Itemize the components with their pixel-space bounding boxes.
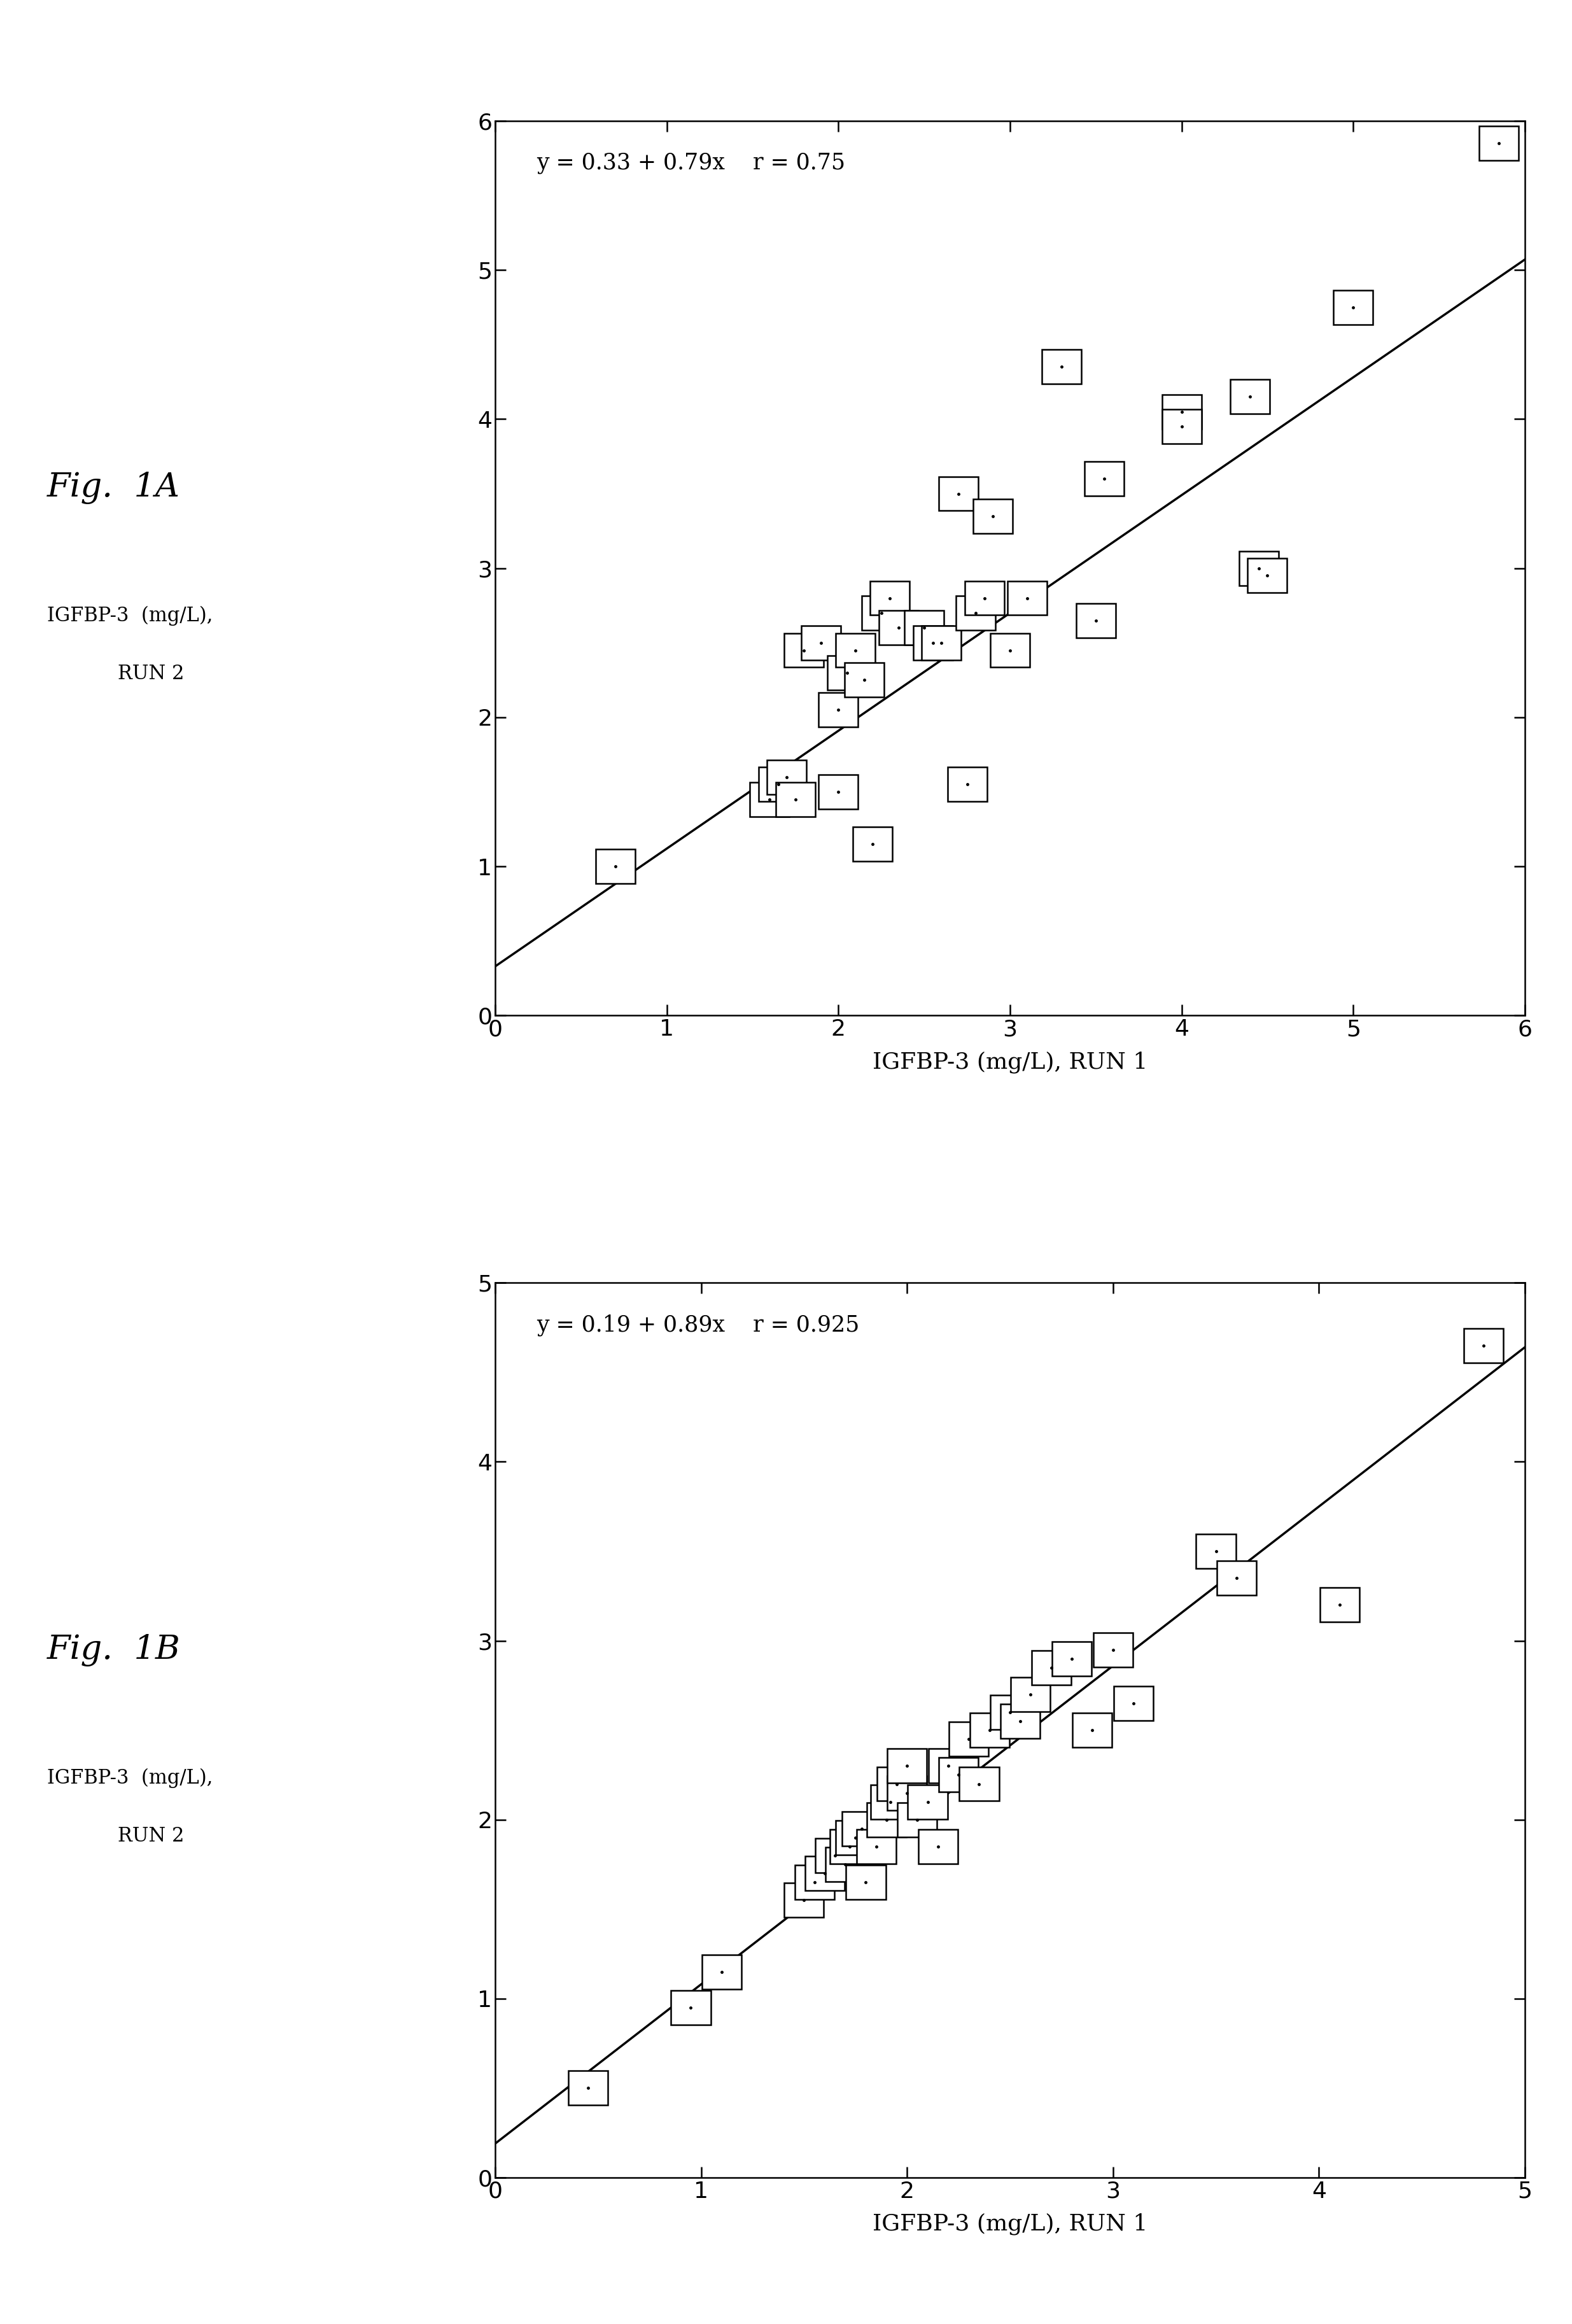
Bar bbox=[1011, 1678, 1050, 1710]
Text: RUN 2: RUN 2 bbox=[118, 665, 184, 683]
Bar bbox=[1162, 409, 1201, 444]
Bar bbox=[596, 848, 635, 883]
Bar bbox=[990, 632, 1030, 667]
Bar bbox=[1042, 349, 1082, 383]
Text: Fig.  1B: Fig. 1B bbox=[47, 1634, 181, 1666]
X-axis label: IGFBP-3 (mg/L), RUN 1: IGFBP-3 (mg/L), RUN 1 bbox=[872, 1050, 1148, 1074]
Bar bbox=[970, 1713, 1009, 1748]
Text: y = 0.33 + 0.79x    r = 0.75: y = 0.33 + 0.79x r = 0.75 bbox=[536, 151, 846, 174]
X-axis label: IGFBP-3 (mg/L), RUN 1: IGFBP-3 (mg/L), RUN 1 bbox=[872, 2212, 1148, 2236]
Bar bbox=[1196, 1534, 1236, 1569]
Bar bbox=[1320, 1587, 1360, 1622]
Bar bbox=[857, 1829, 896, 1864]
Text: RUN 2: RUN 2 bbox=[118, 1827, 184, 1845]
Bar bbox=[1093, 1631, 1133, 1666]
Bar bbox=[921, 625, 960, 660]
Bar bbox=[949, 1722, 989, 1757]
Bar bbox=[750, 783, 789, 816]
Bar bbox=[866, 1803, 905, 1836]
Bar bbox=[948, 767, 987, 802]
Bar bbox=[898, 1803, 937, 1836]
Bar bbox=[913, 625, 953, 660]
Bar bbox=[887, 1750, 927, 1783]
Bar bbox=[990, 1694, 1030, 1729]
Bar bbox=[1217, 1562, 1256, 1594]
Bar bbox=[784, 1882, 824, 1917]
Bar bbox=[861, 595, 901, 630]
Bar bbox=[877, 1766, 916, 1801]
Bar bbox=[827, 655, 866, 690]
Bar bbox=[904, 611, 943, 646]
Bar bbox=[703, 1954, 742, 1989]
Bar bbox=[802, 625, 841, 660]
Bar bbox=[956, 595, 995, 630]
Bar bbox=[767, 760, 806, 795]
Bar bbox=[929, 1750, 968, 1783]
Bar bbox=[567, 2071, 608, 2106]
Bar bbox=[830, 1829, 869, 1864]
Bar bbox=[1231, 379, 1270, 414]
Bar bbox=[938, 476, 978, 511]
Bar bbox=[843, 1810, 882, 1845]
Bar bbox=[846, 1866, 885, 1899]
Bar bbox=[844, 662, 883, 697]
Bar bbox=[1008, 581, 1047, 616]
Bar bbox=[1333, 290, 1372, 325]
Bar bbox=[909, 1785, 948, 1820]
Bar bbox=[819, 774, 858, 809]
Bar bbox=[784, 632, 824, 667]
Text: IGFBP-3  (mg/L),: IGFBP-3 (mg/L), bbox=[47, 607, 212, 625]
Bar bbox=[1162, 395, 1201, 430]
Bar bbox=[759, 767, 799, 802]
Bar bbox=[854, 827, 893, 862]
Bar bbox=[879, 611, 918, 646]
Bar bbox=[938, 1757, 978, 1792]
Text: Fig.  1A: Fig. 1A bbox=[47, 472, 181, 504]
Bar bbox=[794, 1866, 835, 1899]
Bar bbox=[805, 1857, 844, 1889]
Bar bbox=[1085, 462, 1124, 495]
Bar bbox=[836, 1820, 876, 1855]
Bar bbox=[671, 1989, 711, 2024]
Bar bbox=[959, 1766, 998, 1801]
Bar bbox=[1479, 125, 1519, 160]
Bar bbox=[836, 632, 876, 667]
Text: IGFBP-3  (mg/L),: IGFBP-3 (mg/L), bbox=[47, 1769, 212, 1787]
Bar bbox=[1239, 551, 1278, 586]
Bar bbox=[918, 1829, 957, 1864]
Bar bbox=[1115, 1687, 1154, 1720]
Bar bbox=[1248, 558, 1287, 593]
Bar bbox=[965, 581, 1005, 616]
Bar bbox=[775, 783, 816, 816]
Bar bbox=[1000, 1703, 1041, 1738]
Bar bbox=[887, 1776, 927, 1810]
Bar bbox=[1077, 604, 1116, 637]
Text: y = 0.19 + 0.89x    r = 0.925: y = 0.19 + 0.89x r = 0.925 bbox=[536, 1313, 860, 1336]
Bar bbox=[973, 500, 1012, 532]
Bar bbox=[871, 581, 910, 616]
Bar bbox=[1464, 1329, 1503, 1362]
Bar bbox=[1052, 1641, 1091, 1676]
Bar bbox=[1031, 1650, 1071, 1685]
Bar bbox=[825, 1848, 865, 1882]
Bar bbox=[819, 693, 858, 727]
Bar bbox=[1072, 1713, 1111, 1748]
Bar bbox=[871, 1785, 910, 1820]
Bar bbox=[816, 1838, 855, 1873]
